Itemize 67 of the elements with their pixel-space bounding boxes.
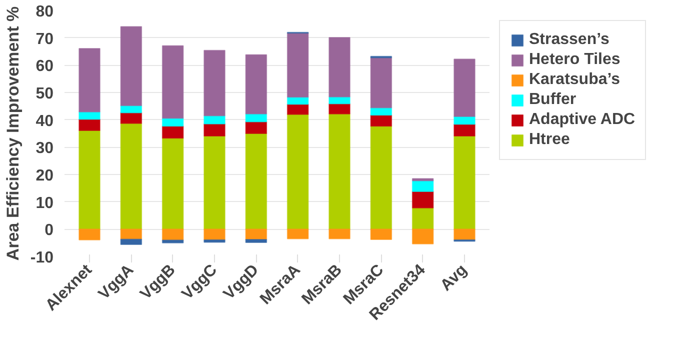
bar	[78, 228, 100, 240]
bar	[328, 228, 350, 240]
y-tick-label: 50	[36, 86, 54, 102]
bar	[162, 228, 184, 241]
bar	[286, 96, 309, 105]
bar	[454, 228, 476, 240]
bar	[120, 112, 142, 124]
bar	[328, 113, 350, 230]
bar	[120, 122, 142, 230]
bar	[78, 48, 100, 112]
bar	[412, 190, 434, 208]
bar	[286, 104, 309, 115]
bar	[370, 228, 392, 240]
y-tick-label: 30	[36, 140, 54, 158]
bar	[204, 50, 226, 116]
bar	[286, 32, 309, 98]
y-tick-label: 20	[36, 168, 54, 184]
bar	[245, 54, 268, 114]
bar	[204, 123, 226, 136]
bar	[120, 26, 142, 106]
bar	[412, 207, 434, 230]
legend-label: Karatsuba’s	[529, 71, 620, 89]
bar	[454, 135, 476, 230]
bar	[328, 103, 350, 114]
legend-label: Adaptive ADC	[529, 111, 636, 129]
y-tick-label: 10	[36, 194, 54, 212]
bar	[78, 118, 100, 131]
bar	[120, 228, 142, 240]
bar	[162, 118, 184, 127]
y-tick-label: -10	[30, 250, 54, 266]
legend-label: Htree	[529, 131, 570, 149]
x-tick-label: Avg	[438, 261, 471, 294]
bar	[245, 121, 268, 134]
bar	[454, 124, 476, 136]
bar	[162, 240, 184, 244]
y-axis-title: Area Efficiency Improvement %	[3, 6, 22, 261]
bar	[286, 228, 309, 240]
legend-label: Hetero Tiles	[529, 51, 620, 69]
bar	[78, 111, 100, 120]
bar	[204, 228, 226, 240]
bar	[204, 135, 226, 230]
y-tick-label: 60	[36, 58, 54, 76]
y-tick-label: 70	[36, 30, 54, 48]
bar	[245, 228, 268, 240]
bar	[370, 126, 392, 230]
bar	[370, 57, 392, 108]
legend-label: Buffer	[529, 91, 576, 109]
bar	[204, 239, 226, 243]
bar	[245, 133, 268, 230]
bar	[204, 115, 226, 124]
bar	[412, 228, 434, 244]
bar	[162, 138, 184, 230]
bar	[328, 37, 350, 98]
bar	[454, 58, 476, 118]
y-tick-label: 40	[36, 112, 54, 130]
bar	[370, 114, 392, 127]
bar	[78, 130, 100, 230]
bar	[412, 180, 434, 192]
bar	[120, 238, 142, 245]
bar	[162, 45, 184, 119]
bar	[412, 178, 434, 182]
legend-label: Strassen’s	[529, 31, 610, 49]
bar	[245, 239, 268, 244]
y-tick-label: 0	[44, 222, 54, 240]
bar	[286, 114, 309, 230]
y-tick-label: 80	[36, 4, 54, 20]
bar	[162, 126, 184, 139]
